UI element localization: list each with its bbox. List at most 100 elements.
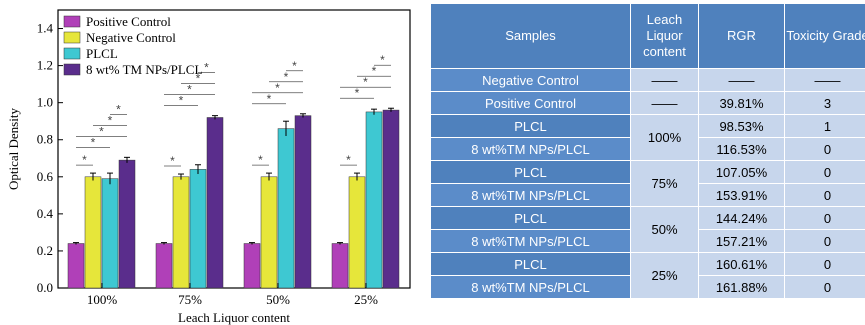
bar (260, 176, 278, 289)
cell-rgr: 160.61% (698, 252, 785, 276)
legend-swatch (63, 15, 81, 28)
cell-content: 75% (630, 160, 699, 207)
cell-grade: 1 (784, 114, 865, 138)
header-leach-liquor-content: Leach Liquor content (630, 3, 699, 69)
table-row: PLCL 25% 160.61% 0 (430, 252, 865, 299)
cell-grade: —— (784, 68, 865, 92)
legend-label: 8 wt% TM NPs/PLCL (86, 62, 202, 77)
bar (118, 159, 136, 289)
legend-swatch (63, 31, 81, 44)
bar (206, 117, 224, 289)
bar (277, 128, 295, 289)
significance-star: * (372, 64, 377, 78)
x-tick-label: 50% (266, 292, 290, 307)
table-row: PLCL 75% 107.05% 0 (430, 160, 865, 207)
table-row: 8 wt%TM NPs/PLCL 161.88% 0 (430, 275, 865, 299)
significance-star: * (187, 83, 192, 97)
significance-star: * (292, 59, 297, 73)
legend-swatch (63, 63, 81, 76)
x-tick-label: 25% (354, 292, 378, 307)
cell-grade: 0 (784, 137, 865, 161)
bar (84, 176, 102, 289)
bar (382, 109, 400, 289)
y-tick-label: 1.4 (37, 21, 54, 36)
results-table: Samples Leach Liquor content RGR Toxicit… (430, 3, 865, 299)
table-row: PLCL 50% 144.24% 0 (430, 206, 865, 253)
y-tick-label: 0.0 (37, 280, 53, 295)
cell-rgr: 157.21% (698, 229, 785, 253)
cell-sample: 8 wt%TM NPs/PLCL (430, 183, 631, 207)
cell-content: —— (630, 91, 699, 115)
cell-content: 100% (630, 114, 699, 161)
cell-rgr: 161.88% (698, 275, 785, 299)
significance-star: * (275, 81, 280, 95)
bar (294, 115, 312, 289)
results-table-container: Samples Leach Liquor content RGR Toxicit… (430, 3, 865, 325)
y-tick-label: 0.4 (37, 206, 54, 221)
legend-swatch (63, 47, 81, 60)
table-row: Negative Control —— —— —— (430, 68, 865, 92)
table-row: PLCL 100% 98.53% 1 (430, 114, 865, 161)
significance-star: * (258, 153, 263, 167)
cell-sample: Negative Control (430, 68, 631, 92)
bar-chart: 0.0 0.2 0.4 0.6 0.8 1.0 1.2 1.4 Optical Density 1… (0, 0, 420, 325)
cell-grade: 0 (784, 183, 865, 207)
cell-grade: 0 (784, 229, 865, 253)
cell-content: 50% (630, 206, 699, 253)
y-tick-label: 0.2 (37, 243, 53, 258)
bar (365, 111, 383, 289)
table-row: 8 wt%TM NPs/PLCL 153.91% 0 (430, 183, 865, 207)
significance-star: * (355, 86, 360, 100)
x-tick-label: 75% (178, 292, 202, 307)
cell-grade: 3 (784, 91, 865, 115)
significance-star: * (380, 53, 385, 67)
bar (155, 243, 173, 289)
significance-star: * (170, 154, 175, 168)
cell-sample: PLCL (430, 206, 631, 230)
x-tick-label: 100% (87, 292, 118, 307)
significance-star: * (179, 94, 184, 108)
cell-sample: 8 wt%TM NPs/PLCL (430, 275, 631, 299)
cell-sample: 8 wt%TM NPs/PLCL (430, 137, 631, 161)
cell-grade: 0 (784, 160, 865, 184)
bar (189, 169, 207, 289)
cell-rgr: 116.53% (698, 137, 785, 161)
cell-rgr: 153.91% (698, 183, 785, 207)
cell-grade: 0 (784, 206, 865, 230)
bar (243, 243, 261, 289)
cell-sample: Positive Control (430, 91, 631, 115)
cell-sample: 8 wt%TM NPs/PLCL (430, 229, 631, 253)
table-row: Positive Control —— 39.81% 3 (430, 91, 865, 115)
legend-label: Positive Control (86, 14, 171, 29)
cell-rgr: 144.24% (698, 206, 785, 230)
header-rgr: RGR (698, 3, 785, 69)
cell-content: 25% (630, 252, 699, 299)
plot-frame (57, 9, 411, 289)
significance-star: * (196, 72, 201, 86)
cell-grade: 0 (784, 275, 865, 299)
cell-content: —— (630, 68, 699, 92)
legend-label: Negative Control (86, 30, 176, 45)
significance-star: * (99, 124, 104, 138)
bar (172, 176, 190, 289)
bar-chart-svg: 0.0 0.2 0.4 0.6 0.8 1.0 1.2 1.4 Optical Density 1… (6, 9, 411, 325)
bar (331, 243, 349, 289)
cell-rgr: 107.05% (698, 160, 785, 184)
significance-star: * (108, 113, 113, 127)
bar (348, 176, 366, 289)
table-row: 8 wt%TM NPs/PLCL 157.21% 0 (430, 229, 865, 253)
cell-rgr: 98.53% (698, 114, 785, 138)
table-header-row: Samples Leach Liquor content RGR Toxicit… (430, 3, 865, 69)
y-tick-label: 1.0 (37, 95, 53, 110)
y-tick-label: 0.6 (37, 169, 54, 184)
header-toxicity-grade: Toxicity Grade (784, 3, 865, 69)
y-axis-label: Optical Density (6, 108, 21, 190)
bar (101, 178, 119, 289)
significance-star: * (346, 153, 351, 167)
significance-star: * (204, 61, 209, 75)
significance-star: * (82, 153, 87, 167)
bar (67, 243, 85, 289)
y-tick-label: 0.8 (37, 132, 53, 147)
y-tick-label: 1.2 (37, 58, 53, 73)
significance-star: * (91, 135, 96, 149)
